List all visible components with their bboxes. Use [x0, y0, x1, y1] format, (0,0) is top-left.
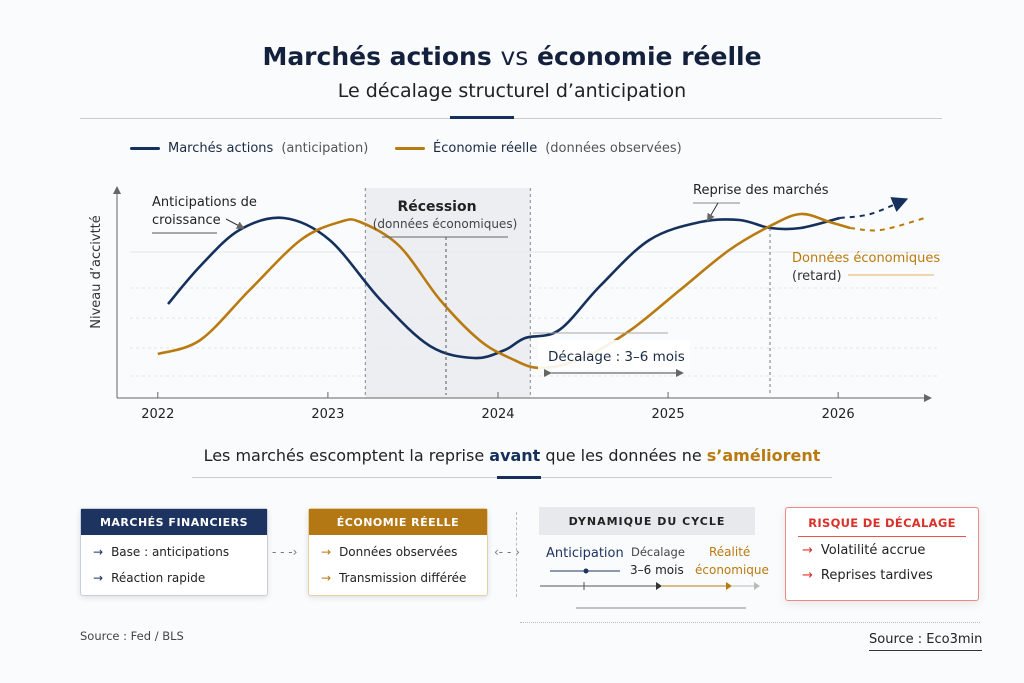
- chart: Niveau d’accivtté 2022 2023 2024 2025 2026 R…: [89, 183, 940, 422]
- tagline: Les marchés escomptent la reprise avant …: [0, 446, 1024, 465]
- box-item: → Reprises tardives: [786, 564, 978, 587]
- box-item-text: Transmission différée: [339, 571, 467, 585]
- arrow-icon: →: [93, 571, 104, 585]
- x-tick-label: 2024: [481, 407, 514, 422]
- cycle-anticipation: Anticipation: [546, 546, 624, 561]
- divider: [520, 622, 980, 623]
- box-item: → Transmission différée: [309, 565, 487, 591]
- recession-label: Récession: [397, 199, 476, 215]
- page-title: Marchés actions vs économie réelle: [0, 42, 1024, 71]
- series-projection-markets: [839, 197, 909, 219]
- box-item-text: Volatilité accrue: [820, 543, 926, 558]
- box-item: → Base : anticipations: [81, 539, 267, 565]
- tagline-text: que les données ne: [540, 446, 707, 465]
- arrow-icon: →: [802, 543, 813, 558]
- series-line-economy: [157, 212, 851, 370]
- recession-band: [365, 188, 531, 398]
- box-item-text: Reprises tardives: [820, 568, 933, 583]
- legend-label: Économie réelle: [433, 141, 538, 156]
- title-part: économie réelle: [537, 42, 762, 71]
- source-left: Source : Fed / BLS: [80, 629, 184, 643]
- tagline-emphasis: avant: [489, 446, 541, 465]
- x-tick-label: 2023: [311, 407, 344, 422]
- cycle-lag-value: 3–6 mois: [630, 563, 684, 577]
- arrow-icon: →: [321, 571, 332, 585]
- dashed-arrow-icon: - - -›: [272, 545, 298, 559]
- timeline-dot: [583, 568, 589, 574]
- x-tick-label: 2025: [652, 407, 685, 422]
- cycle-reality: Réalité: [709, 545, 751, 559]
- box-item-text: Réaction rapide: [111, 571, 206, 585]
- annotation-data-line1: Données économiques: [792, 251, 940, 266]
- arrow-icon: →: [93, 545, 104, 559]
- annotation-data-line2: (retard): [792, 269, 842, 284]
- cycle-lag: Décalage: [631, 545, 685, 559]
- legend-item-markets: Marchés actions (anticipation): [130, 141, 368, 156]
- cycle-timeline: [540, 568, 760, 609]
- x-tick-label: 2026: [822, 407, 855, 422]
- box-item: → Données observées: [309, 539, 487, 565]
- legend-swatch: [395, 147, 425, 150]
- subtitle: Le décalage structurel d’anticipation: [337, 80, 687, 102]
- y-axis-label: Niveau d’accivtté: [89, 215, 104, 329]
- title-part: Marchés actions: [262, 42, 492, 71]
- annotation-rebound: Reprise des marchés: [693, 183, 829, 198]
- series-line-markets: [167, 216, 841, 360]
- recession-sublabel: (données économiques): [373, 217, 518, 231]
- box-item: → Réaction rapide: [81, 565, 267, 591]
- timeline-arrow: [726, 582, 732, 590]
- annotation-growth-line1: Anticipations de: [152, 195, 257, 210]
- x-tick-label: 2022: [141, 407, 174, 422]
- box-title: ÉCONOMIE RÉELLE: [309, 509, 487, 535]
- legend-swatch: [130, 147, 160, 150]
- box-financial-markets: MARCHÉS FINANCIERS → Base : anticipations…: [80, 508, 268, 596]
- divider-accent: [450, 116, 514, 119]
- box-real-economy: ÉCONOMIE RÉELLE → Données observées → Tran…: [308, 508, 488, 596]
- box-item-text: Données observées: [339, 545, 458, 559]
- arrow-icon: →: [802, 568, 813, 583]
- annotation-growth-line2: croissance: [152, 213, 221, 228]
- box-risk: RISQUE DE DÉCALAGE → Volatilité accrue → R…: [785, 507, 979, 601]
- series-projection-economy: [849, 217, 926, 232]
- cycle-title: DYNAMIQUE DU CYCLE: [539, 507, 755, 535]
- legend-label: Marchés actions: [168, 141, 274, 156]
- legend-item-economy: Économie réelle (données observées): [395, 141, 682, 156]
- cycle-reality: économique: [695, 563, 769, 577]
- box-title: RISQUE DE DÉCALAGE: [808, 516, 956, 530]
- lag-label-bg: [538, 340, 690, 370]
- divider: [798, 536, 966, 537]
- annotation-lag: Décalage : 3–6 mois: [548, 349, 685, 365]
- tagline-emphasis: s’améliorent: [706, 446, 821, 465]
- annotation-arrow: [706, 202, 719, 222]
- legend-note: (anticipation): [281, 141, 369, 156]
- tagline-text: Les marchés escomptent la reprise: [203, 446, 490, 465]
- title-vs: vs: [500, 42, 529, 71]
- timeline-arrow: [754, 582, 760, 590]
- timeline-arrow: [656, 582, 662, 590]
- annotation-arrow: [225, 218, 245, 229]
- divider: [516, 512, 517, 597]
- box-item-text: Base : anticipations: [111, 545, 230, 559]
- box-title: MARCHÉS FINANCIERS: [81, 509, 267, 535]
- divider-accent: [497, 476, 541, 479]
- legend-note: (données observées): [545, 141, 682, 156]
- source-right: Source : Eco3min: [869, 632, 983, 651]
- arrow-icon: →: [321, 545, 332, 559]
- dashed-arrow-icon: ‹- - ›: [494, 545, 520, 559]
- box-item: → Volatilité accrue: [786, 537, 978, 564]
